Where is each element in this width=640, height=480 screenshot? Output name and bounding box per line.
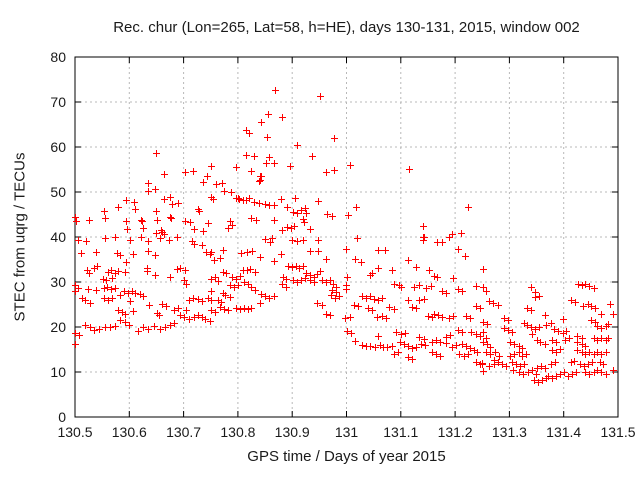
y-tick-label: 70	[50, 94, 66, 110]
x-tick-label: 131.5	[600, 424, 635, 440]
y-tick-label: 80	[50, 49, 66, 65]
x-tick-label: 130.8	[220, 424, 255, 440]
y-tick-label: 30	[50, 274, 66, 290]
x-tick-label: 131.4	[546, 424, 581, 440]
y-tick-label: 10	[50, 364, 66, 380]
chart-title: Rec. chur (Lon=265, Lat=58, h=HE), days …	[113, 19, 580, 36]
y-tick-label: 50	[50, 184, 66, 200]
y-tick-label: 20	[50, 319, 66, 335]
x-tick-label: 131	[335, 424, 359, 440]
data-points-series	[72, 87, 617, 386]
x-tick-label: 130.7	[166, 424, 201, 440]
x-axis-label: GPS time / Days of year 2015	[247, 448, 446, 465]
x-tick-label: 131.2	[438, 424, 473, 440]
y-tick-label: 40	[50, 229, 66, 245]
tick-labels: 130.5 130.6 130.7 130.8 130.9 131 131.1 131.2 13…	[50, 49, 635, 440]
x-tick-label: 130.9	[275, 424, 310, 440]
y-tick-label: 60	[50, 139, 66, 155]
x-tick-label: 130.5	[57, 424, 92, 440]
x-tick-label: 130.6	[112, 424, 147, 440]
y-tick-label: 0	[58, 409, 66, 425]
x-tick-label: 131.1	[383, 424, 418, 440]
x-tick-label: 131.3	[492, 424, 527, 440]
